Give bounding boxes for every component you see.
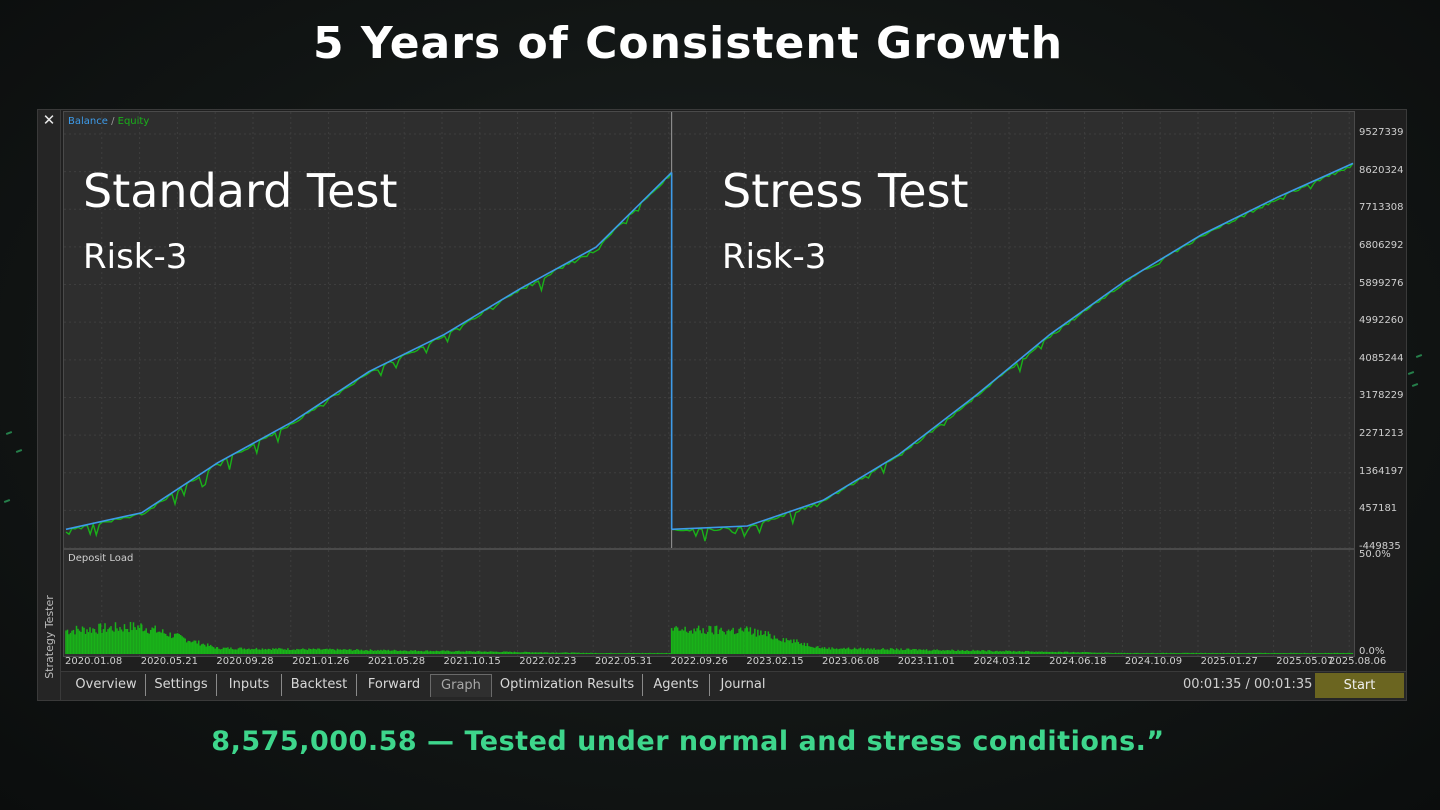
load-tick-label: 0.0%: [1359, 646, 1385, 657]
legend-separator: /: [107, 116, 118, 127]
y-tick-label: 2271213: [1359, 428, 1404, 440]
tab-bar: Overview Settings Inputs Backtest Forwar…: [61, 671, 1406, 700]
x-tick-label: 2024.10.09: [1124, 656, 1183, 667]
y-tick-label: 6806292: [1359, 239, 1404, 251]
headline: 5 Years of Consistent Growth: [312, 18, 1064, 69]
y-tick-label: -449835: [1359, 541, 1401, 552]
tab-backtest[interactable]: Backtest: [282, 674, 357, 696]
x-tick-label: 2020.01.08: [65, 656, 123, 667]
stress-test-subtitle: Risk-3: [722, 237, 827, 277]
side-strip: ✕ Strategy Tester: [38, 110, 61, 700]
chart-legend: Balance / Equity: [68, 116, 149, 127]
x-tick-label: 2022.09.26: [670, 656, 728, 667]
legend-balance: Balance: [68, 116, 108, 127]
x-tick-label: 2022.05.31: [594, 656, 653, 667]
x-tick-label: 2020.05.21: [140, 656, 198, 667]
y-axis: 9527339 8620324 7713308 6806292 5899276 49922…: [1355, 110, 1405, 670]
footer-caption: 8,575,000.58 — Tested under normal and s…: [211, 726, 1165, 757]
balance-line: [671, 162, 1354, 531]
equity-line: [65, 172, 673, 538]
x-tick-label: 2021.01.26: [292, 656, 350, 667]
balance-equity-svg: [64, 112, 1354, 548]
x-tick-label: 2024.03.12: [973, 656, 1031, 667]
y-tick-label: 7713308: [1359, 202, 1404, 214]
tab-forward[interactable]: Forward: [357, 674, 432, 696]
tab-graph[interactable]: Graph: [430, 674, 492, 697]
decorative-speck: [5, 431, 13, 435]
y-tick-label: 3178229: [1359, 390, 1404, 402]
y-tick-label: 4085244: [1359, 352, 1404, 364]
y-tick-label: 457181: [1359, 503, 1398, 515]
x-tick-label: 2024.06.18: [1049, 656, 1107, 667]
equity-line: [671, 162, 1354, 542]
x-tick-label: 2025.01.27: [1200, 656, 1258, 667]
balance-equity-chart: Balance / Equity Standard Test Risk-3 St…: [63, 111, 1355, 549]
deposit-load-svg: [65, 550, 1354, 656]
decorative-speck: [3, 499, 11, 503]
y-tick-label: 5899276: [1359, 277, 1404, 289]
y-tick-label: 8620324: [1359, 164, 1404, 176]
stress-test-title: Stress Test: [722, 164, 969, 218]
x-axis: 2020.01.08 2020.05.21 2020.09.28 2021.01.26…: [63, 656, 1393, 670]
decorative-speck: [1407, 371, 1415, 375]
x-tick-label: 2020.09.28: [216, 656, 274, 667]
close-icon[interactable]: ✕: [42, 111, 56, 129]
x-tick-label: 2023.06.08: [822, 656, 880, 667]
decorative-speck: [15, 449, 23, 453]
strategy-tester-window: ✕ Strategy Tester Balance / Equity Stand…: [37, 109, 1407, 701]
x-tick-label: 2023.02.15: [746, 656, 804, 667]
side-label: Strategy Tester: [43, 595, 56, 679]
start-button[interactable]: Start: [1315, 673, 1404, 698]
x-tick-label: 2025.05.07: [1276, 656, 1334, 667]
tab-agents[interactable]: Agents: [643, 674, 710, 696]
decorative-speck: [1411, 383, 1419, 387]
y-tick-label: 1364197: [1359, 465, 1404, 477]
timer-readout: 00:01:35 / 00:01:35: [1183, 677, 1313, 692]
tab-inputs[interactable]: Inputs: [217, 674, 282, 696]
balance-line: [65, 171, 673, 531]
x-tick-label: 2021.05.28: [367, 656, 426, 667]
decorative-speck: [1415, 354, 1423, 358]
y-tick-label: 4992260: [1359, 315, 1404, 327]
y-tick-label: 9527339: [1359, 127, 1404, 138]
tab-optimization-results[interactable]: Optimization Results: [492, 674, 643, 696]
tab-settings[interactable]: Settings: [146, 674, 217, 696]
tab-journal[interactable]: Journal: [720, 677, 766, 692]
deposit-load-label: Deposit Load: [68, 553, 134, 564]
x-tick-label: 2022.02.23: [519, 656, 577, 667]
standard-test-subtitle: Risk-3: [83, 237, 188, 277]
x-tick-label: 2023.11.01: [897, 656, 956, 667]
deposit-load-chart: Deposit Load: [63, 549, 1355, 657]
standard-test-title: Standard Test: [83, 164, 398, 218]
legend-equity: Equity: [117, 116, 150, 127]
x-tick-label: 2025.08.06: [1329, 656, 1387, 667]
x-tick-label: 2021.10.15: [443, 656, 501, 667]
tab-overview[interactable]: Overview: [67, 674, 146, 696]
load-tick-label: 50.0%: [1359, 549, 1391, 560]
